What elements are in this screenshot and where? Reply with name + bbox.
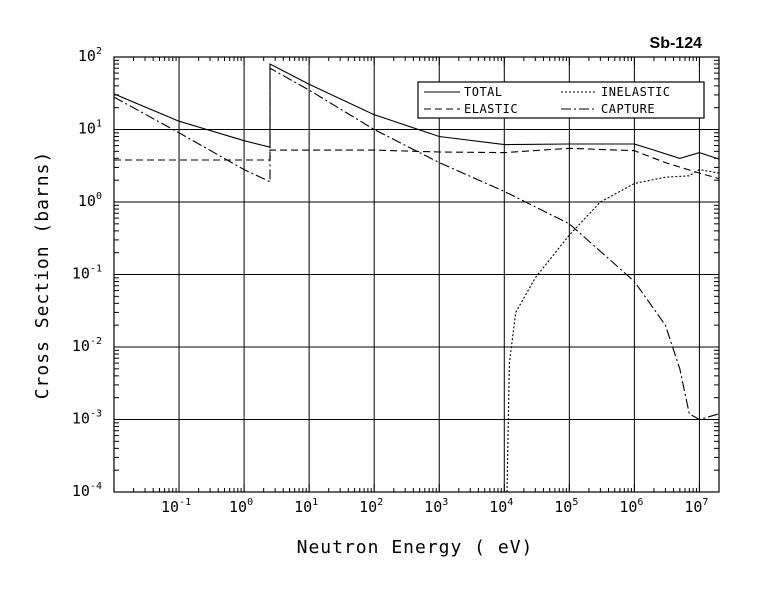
y-tick-label: 100 [78, 191, 102, 210]
x-tick-label: 100 [229, 497, 253, 516]
x-tick-label: 105 [554, 497, 578, 516]
x-tick-label: 101 [294, 497, 318, 516]
y-tick-label: 10-4 [72, 481, 102, 500]
y-tick-label: 10-1 [72, 264, 102, 283]
x-tick-label: 107 [684, 497, 708, 516]
y-axis-label: Cross Section (barns) [32, 151, 53, 400]
y-tick-label: 10-2 [72, 336, 102, 355]
legend-label: INELASTIC [601, 85, 671, 99]
x-tick-label: 106 [619, 497, 643, 516]
y-tick-label: 101 [78, 119, 102, 138]
series-line-elastic [114, 147, 720, 180]
x-tick-label: 10-1 [161, 497, 191, 516]
legend-label: CAPTURE [601, 102, 655, 116]
series-line-inelastic [506, 169, 720, 493]
legend-label: TOTAL [464, 85, 503, 99]
legend-box [417, 81, 705, 119]
x-tick-label: 102 [359, 497, 383, 516]
x-tick-label: 104 [489, 497, 513, 516]
y-tick-label: 102 [78, 46, 102, 65]
series-line-capture [113, 67, 720, 421]
series-line-total [113, 63, 720, 160]
y-tick-label: 10-3 [72, 409, 102, 428]
chart-title: Sb-124 [650, 35, 703, 52]
plot-area: 10-1 100 101 102 103 104 105 106 107 102 101 100 10-… [72, 46, 720, 516]
x-tick-label: 103 [424, 497, 448, 516]
x-axis-label: Neutron Energy ( eV) [297, 537, 534, 558]
legend-label: ELASTIC [464, 102, 518, 116]
